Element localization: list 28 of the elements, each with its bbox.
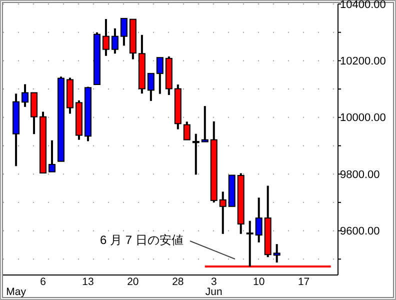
candlestick: [273, 243, 280, 264]
candlestick: [22, 83, 29, 108]
y-tick-label: 10000.00: [340, 112, 386, 124]
candlestick: [219, 190, 226, 235]
x-tick-label: 3 Jun: [205, 276, 223, 298]
x-tick-label: 6: [40, 276, 46, 288]
x-tick-label: 13: [82, 276, 94, 288]
candlestick: [183, 120, 190, 141]
candlestick: [120, 17, 128, 47]
annotation: 6 月 7 日の安値: [100, 233, 184, 247]
y-tick-label: 9600.00: [340, 226, 380, 238]
candlestick: [111, 27, 118, 55]
candlestick: [147, 72, 154, 102]
x-tick-label: May: [6, 286, 27, 298]
y-tick-label: 9800.00: [340, 168, 380, 181]
candlestick: [255, 196, 262, 244]
x-tick-label: 20: [127, 276, 139, 288]
candlestick: [192, 132, 200, 176]
candlestick: [48, 139, 56, 173]
y-tick-label: 10200.00: [340, 56, 386, 68]
x-tick-label: 28: [172, 276, 184, 288]
candlestick: [156, 56, 164, 95]
candlestick: [102, 18, 110, 57]
y-tick-label: 10400.00: [340, 0, 386, 11]
x-tick-label: 10: [253, 276, 265, 288]
candlestick: [201, 105, 208, 143]
candlestick: [246, 220, 254, 268]
x-tick-label: 17: [298, 276, 310, 288]
